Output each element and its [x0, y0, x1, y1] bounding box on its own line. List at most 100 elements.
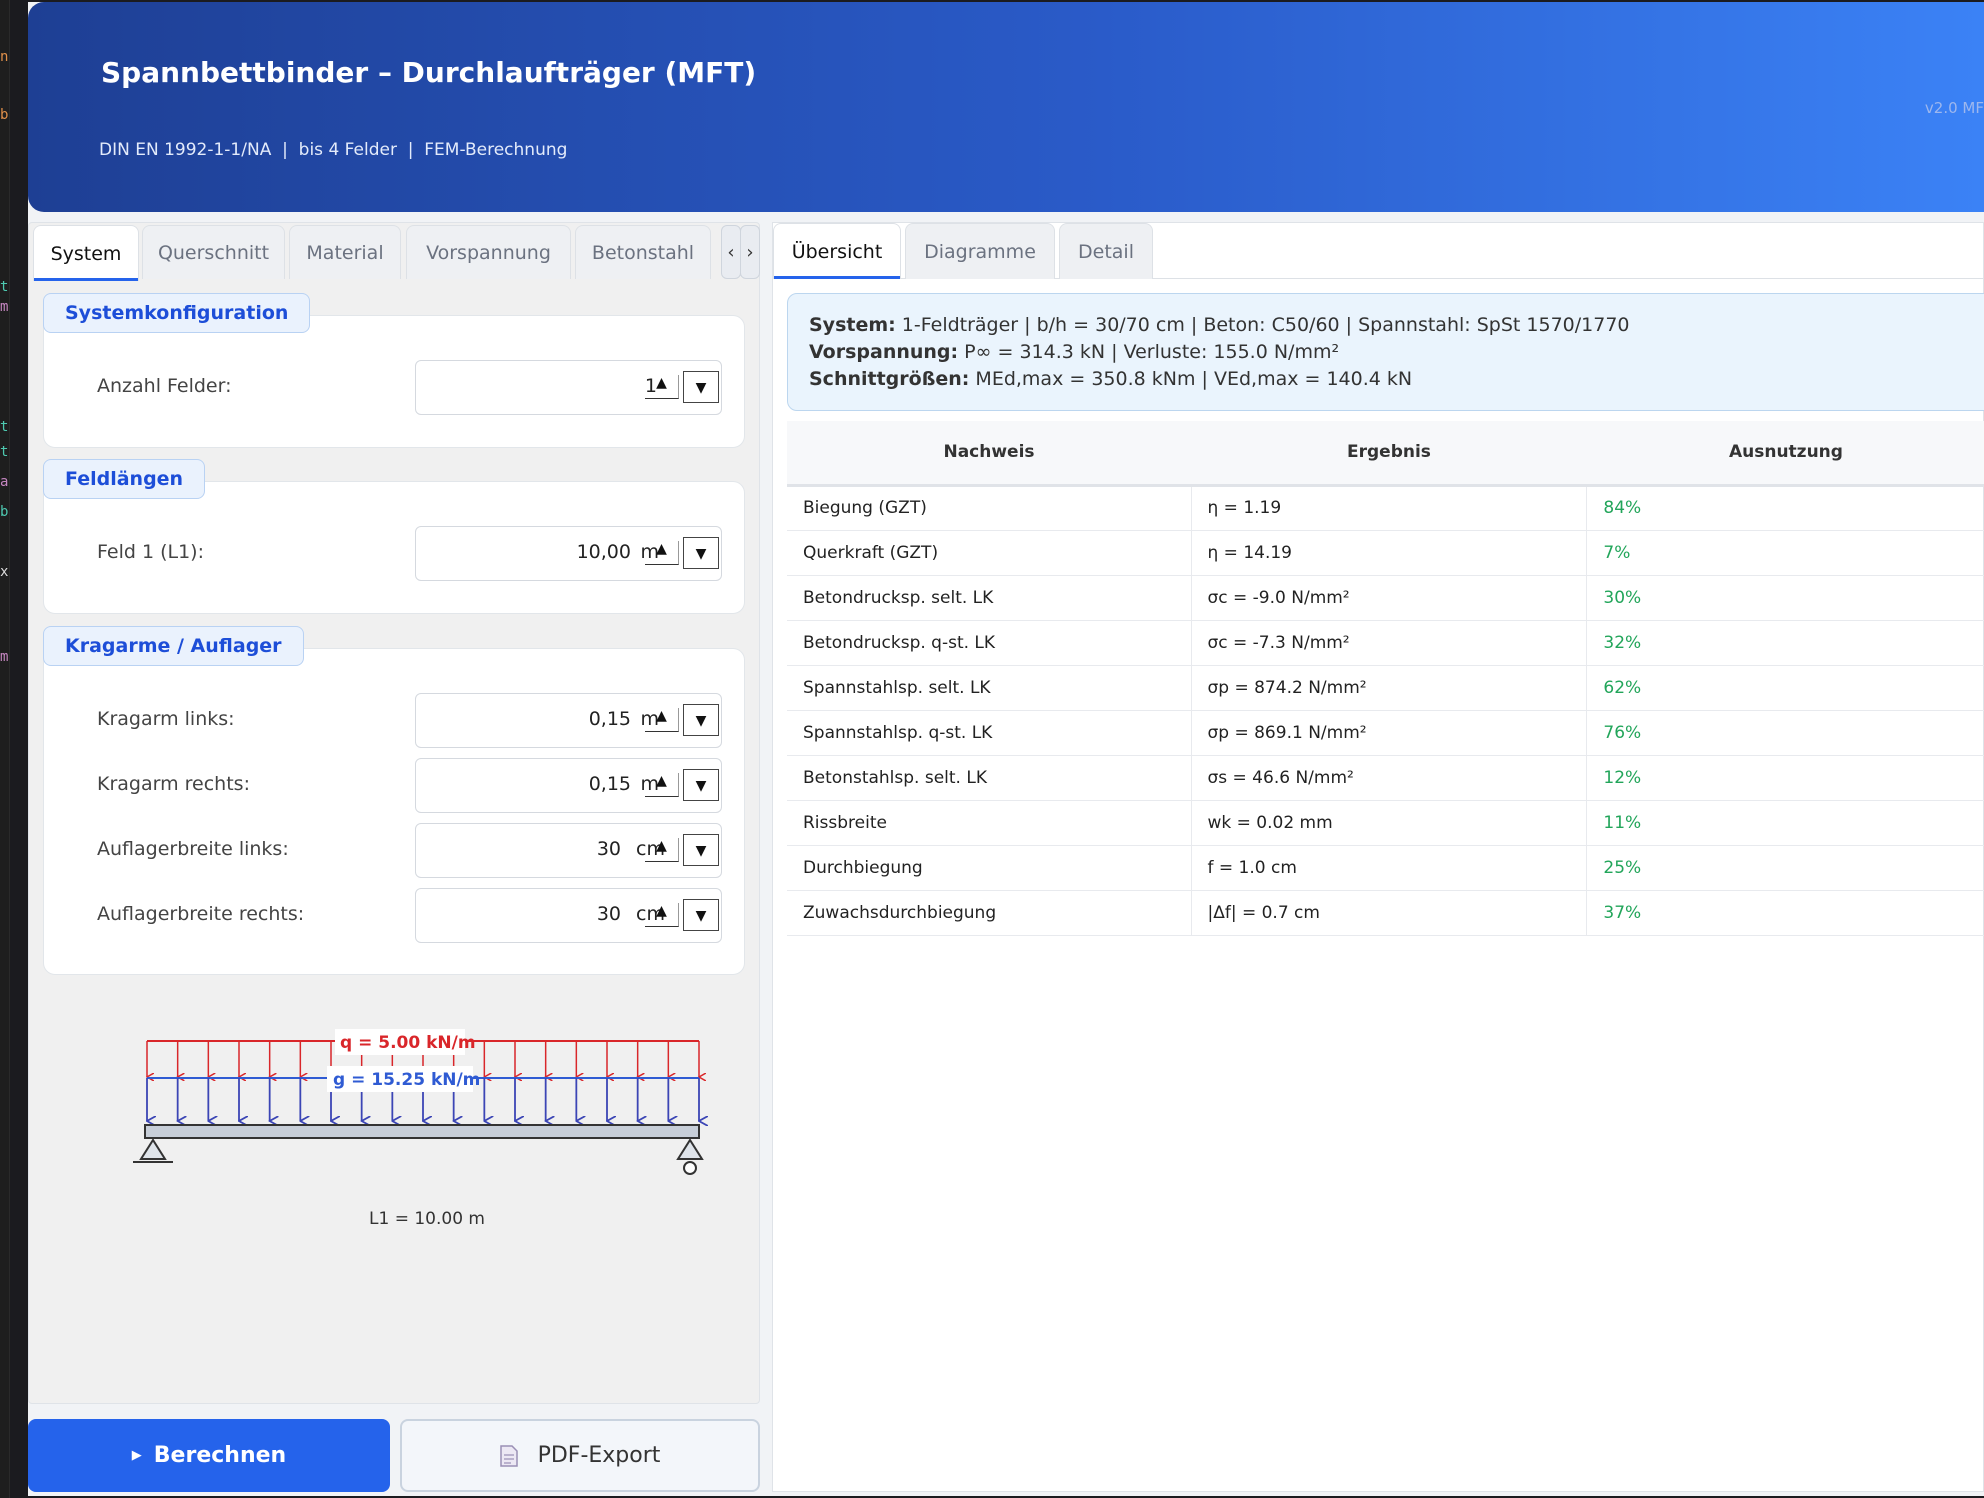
cell-nachweis: Betonstahlsp. selt. LK	[787, 755, 1191, 801]
cell-ausnutzung: 12%	[1586, 755, 1984, 801]
calculate-button[interactable]: ▶ Berechnen	[28, 1419, 390, 1492]
calculate-button-label: Berechnen	[153, 1443, 287, 1468]
cell-ausnutzung: 7%	[1586, 530, 1984, 576]
spinbox-value[interactable]: 10,00	[576, 541, 631, 563]
cell-nachweis: Durchbiegung	[787, 845, 1191, 891]
summary-forces: Schnittgrößen: MEd,max = 350.8 kNm | VEd…	[809, 368, 1413, 390]
table-row: Betondrucksp. q-st. LK σc = -7.3 N/mm² 32%	[787, 620, 1984, 666]
cell-ergebnis: η = 14.19	[1190, 530, 1587, 576]
field-label-auflagerbreite-links: Auflagerbreite links:	[97, 838, 289, 860]
kragarm-links-spinbox[interactable]: 0,15 m ▲ ▼	[415, 693, 722, 748]
auflagerbreite-links-spinbox[interactable]: 30 cm ▲ ▼	[415, 823, 722, 878]
q-load-label: q = 5.00 kN/m	[340, 1033, 476, 1053]
spin-down-icon[interactable]: ▼	[683, 537, 719, 569]
tab-vorspannung[interactable]: Vorspannung	[406, 225, 571, 279]
table-body: Biegung (GZT) η = 1.19 84% Querkraft (GZT) η…	[787, 485, 1984, 936]
spinbox-unit: m	[640, 708, 659, 730]
table-row: Rissbreite wk = 0.02 mm 11%	[787, 800, 1984, 846]
cell-ergebnis: wk = 0.02 mm	[1190, 800, 1587, 846]
feld-1-length-spinbox[interactable]: 10,00 m ▲ ▼	[415, 526, 722, 581]
cell-ausnutzung: 30%	[1586, 575, 1984, 621]
spin-down-icon[interactable]: ▼	[683, 371, 719, 403]
spin-up-icon[interactable]: ▲	[645, 838, 679, 862]
spinbox-value[interactable]: 1	[644, 375, 657, 397]
spin-up-icon[interactable]: ▲	[645, 375, 679, 399]
cell-nachweis: Biegung (GZT)	[787, 485, 1191, 531]
cell-ergebnis: σs = 46.6 N/mm²	[1190, 755, 1587, 801]
column-header-ergebnis: Ergebnis	[1191, 421, 1587, 487]
spinbox-value[interactable]: 0,15	[588, 708, 631, 730]
table-row: Spannstahlsp. q-st. LK σp = 869.1 N/mm² 76…	[787, 710, 1984, 756]
play-icon: ▶	[131, 1448, 142, 1463]
group-title-feldlaengen: Feldlängen	[43, 459, 206, 499]
tab-material[interactable]: Material	[289, 225, 401, 279]
field-label-feld-1: Feld 1 (L1):	[97, 541, 204, 563]
verification-table: Nachweis Ergebnis Ausnutzung Biegung (GZ…	[787, 421, 1984, 936]
table-row: Spannstahlsp. selt. LK σp = 874.2 N/mm² 62…	[787, 665, 1984, 711]
background-editor-strip: n b t m t t a b x m	[0, 0, 10, 1498]
table-row: Biegung (GZT) η = 1.19 84%	[787, 485, 1984, 531]
tab-scroll-right-icon[interactable]: ›	[740, 225, 760, 279]
spinbox-value[interactable]: 30	[596, 903, 621, 925]
roller-support-icon	[676, 1138, 704, 1160]
spinbox-unit: m	[640, 541, 659, 563]
cell-ausnutzung: 25%	[1586, 845, 1984, 891]
g-load-label: g = 15.25 kN/m	[333, 1070, 480, 1090]
pdf-export-label: PDF-Export	[537, 1443, 661, 1468]
cell-ergebnis: f = 1.0 cm	[1190, 845, 1587, 891]
spin-down-icon[interactable]: ▼	[683, 899, 719, 931]
cell-ergebnis: σp = 869.1 N/mm²	[1190, 710, 1587, 756]
cell-nachweis: Querkraft (GZT)	[787, 530, 1191, 576]
cell-nachweis: Betondrucksp. selt. LK	[787, 575, 1191, 621]
span-length-label: L1 = 10.00 m	[369, 1209, 485, 1229]
spin-up-icon[interactable]: ▲	[645, 903, 679, 927]
table-row: Zuwachsdurchbiegung |Δf| = 0.7 cm 37%	[787, 890, 1984, 936]
tab-detail[interactable]: Detail	[1059, 223, 1153, 279]
cell-ergebnis: σc = -7.3 N/mm²	[1190, 620, 1587, 666]
kragarm-rechts-spinbox[interactable]: 0,15 m ▲ ▼	[415, 758, 722, 813]
spin-up-icon[interactable]: ▲	[645, 541, 679, 565]
table-header-row: Nachweis Ergebnis Ausnutzung	[787, 421, 1984, 487]
results-tabline	[773, 278, 1983, 279]
tab-diagramme[interactable]: Diagramme	[905, 223, 1055, 279]
cell-ergebnis: η = 1.19	[1190, 485, 1587, 531]
app-title: Spannbettbinder – Durchlaufträger (MFT)	[101, 56, 757, 89]
tab-system[interactable]: System	[33, 225, 139, 281]
pdf-export-button[interactable]: PDF-Export	[400, 1419, 760, 1492]
cell-ausnutzung: 62%	[1586, 665, 1984, 711]
table-row: Durchbiegung f = 1.0 cm 25%	[787, 845, 1984, 891]
app-window: Spannbettbinder – Durchlaufträger (MFT) …	[28, 2, 1984, 1496]
beam	[144, 1124, 700, 1139]
group-title-kragarme-auflager: Kragarme / Auflager	[43, 626, 304, 666]
field-label-kragarm-rechts: Kragarm rechts:	[97, 773, 250, 795]
field-label-kragarm-links: Kragarm links:	[97, 708, 235, 730]
tab-scroll-left-icon[interactable]: ‹	[721, 225, 741, 279]
spin-down-icon[interactable]: ▼	[683, 834, 719, 866]
tab-uebersicht[interactable]: Übersicht	[773, 223, 901, 279]
spinbox-unit: cm	[636, 838, 665, 860]
pin-support-icon	[139, 1138, 167, 1160]
cell-ergebnis: σp = 874.2 N/mm²	[1190, 665, 1587, 711]
group-feldlaengen: Feld 1 (L1): 10,00 m ▲ ▼	[43, 481, 745, 614]
spin-down-icon[interactable]: ▼	[683, 704, 719, 736]
document-icon	[499, 1444, 518, 1467]
field-label-anzahl-felder: Anzahl Felder:	[97, 375, 232, 397]
spinbox-unit: m	[640, 773, 659, 795]
summary-system: System: 1-Feldträger | b/h = 30/70 cm | …	[809, 314, 1630, 336]
version-label: v2.0 MF	[1924, 99, 1984, 117]
table-row: Betonstahlsp. selt. LK σs = 46.6 N/mm² 12%	[787, 755, 1984, 801]
input-tabbar: System Querschnitt Material Vorspannung …	[29, 223, 760, 281]
cell-ausnutzung: 84%	[1586, 485, 1984, 531]
cell-ausnutzung: 11%	[1586, 800, 1984, 846]
group-kragarme-auflager: Kragarm links: 0,15 m ▲ ▼ Kragarm rechts…	[43, 648, 745, 975]
spinbox-value[interactable]: 0,15	[588, 773, 631, 795]
spin-up-icon[interactable]: ▲	[645, 773, 679, 797]
anzahl-felder-spinbox[interactable]: 1 ▲ ▼	[415, 360, 722, 415]
tab-betonstahl[interactable]: Betonstahl	[575, 225, 711, 279]
q-load-arrows	[147, 1040, 699, 1077]
tab-querschnitt[interactable]: Querschnitt	[142, 225, 285, 279]
spin-down-icon[interactable]: ▼	[683, 769, 719, 801]
auflagerbreite-rechts-spinbox[interactable]: 30 cm ▲ ▼	[415, 888, 722, 943]
spinbox-value[interactable]: 30	[596, 838, 621, 860]
spin-up-icon[interactable]: ▲	[645, 708, 679, 732]
